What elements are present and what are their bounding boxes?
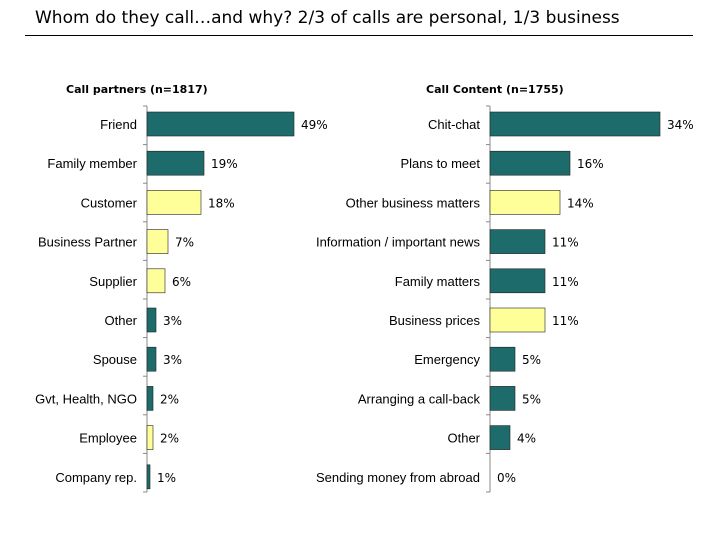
chart-title: Call Content (n=1755) (426, 83, 564, 96)
chart-2: Call Content (n=1755) Chit-chat 34% Plans t… (316, 83, 694, 493)
data-label: 7% (175, 236, 194, 250)
category-label: Other business matters (346, 195, 481, 210)
bar (146, 425, 154, 450)
data-label: 16% (577, 157, 604, 171)
data-label: 11% (552, 314, 579, 328)
bar (146, 268, 166, 294)
bar (146, 229, 169, 254)
data-label: 5% (522, 353, 541, 367)
data-label: 49% (301, 118, 328, 132)
data-label: 11% (552, 236, 579, 250)
data-label: 5% (522, 392, 541, 406)
page-title: Whom do they call…and why? 2/3 of calls … (35, 8, 620, 28)
category-label: Spouse (93, 352, 137, 367)
category-label: Family matters (395, 274, 481, 289)
bar (489, 346, 516, 372)
category-label: Family member (47, 156, 137, 171)
bar (146, 464, 151, 490)
bar (489, 229, 546, 254)
bar (489, 190, 561, 215)
data-label: 34% (667, 118, 694, 132)
category-label: Business Partner (38, 235, 138, 250)
category-label: Company rep. (55, 470, 137, 485)
data-label: 6% (172, 275, 191, 289)
category-label: Business prices (389, 313, 481, 328)
data-label: 18% (208, 196, 235, 210)
data-label: 0% (497, 471, 516, 485)
data-label: 11% (552, 275, 579, 289)
category-label: Customer (81, 195, 138, 210)
data-label: 2% (160, 392, 179, 406)
bar (489, 268, 546, 294)
bar (146, 346, 157, 372)
bar (146, 150, 205, 176)
data-label: 2% (160, 432, 179, 446)
category-label: Friend (100, 117, 137, 132)
category-label: Information / important news (316, 235, 481, 250)
title-divider (25, 35, 693, 36)
bar (489, 111, 661, 137)
bar (489, 386, 516, 411)
category-label: Sending money from abroad (316, 470, 480, 485)
bar (146, 111, 295, 137)
bar (146, 190, 202, 215)
category-label: Plans to meet (401, 156, 481, 171)
category-label: Other (104, 313, 137, 328)
bar (146, 386, 154, 411)
bar (489, 425, 511, 450)
category-label: Other (447, 431, 480, 446)
chart-title: Call partners (n=1817) (66, 83, 208, 96)
category-label: Employee (79, 431, 137, 446)
category-label: Supplier (89, 274, 137, 289)
category-label: Emergency (414, 352, 480, 367)
bar (489, 307, 546, 333)
data-label: 19% (211, 157, 238, 171)
category-label: Arranging a call-back (358, 391, 481, 406)
data-label: 14% (567, 196, 594, 210)
bar (489, 150, 571, 176)
data-label: 4% (517, 432, 536, 446)
data-label: 3% (163, 353, 182, 367)
category-label: Gvt, Health, NGO (35, 391, 137, 406)
data-label: 3% (163, 314, 182, 328)
bar (146, 307, 157, 333)
category-label: Chit-chat (428, 117, 480, 132)
data-label: 1% (157, 471, 176, 485)
chart-1: Call partners (n=1817) Friend 49% Family me… (35, 83, 328, 493)
